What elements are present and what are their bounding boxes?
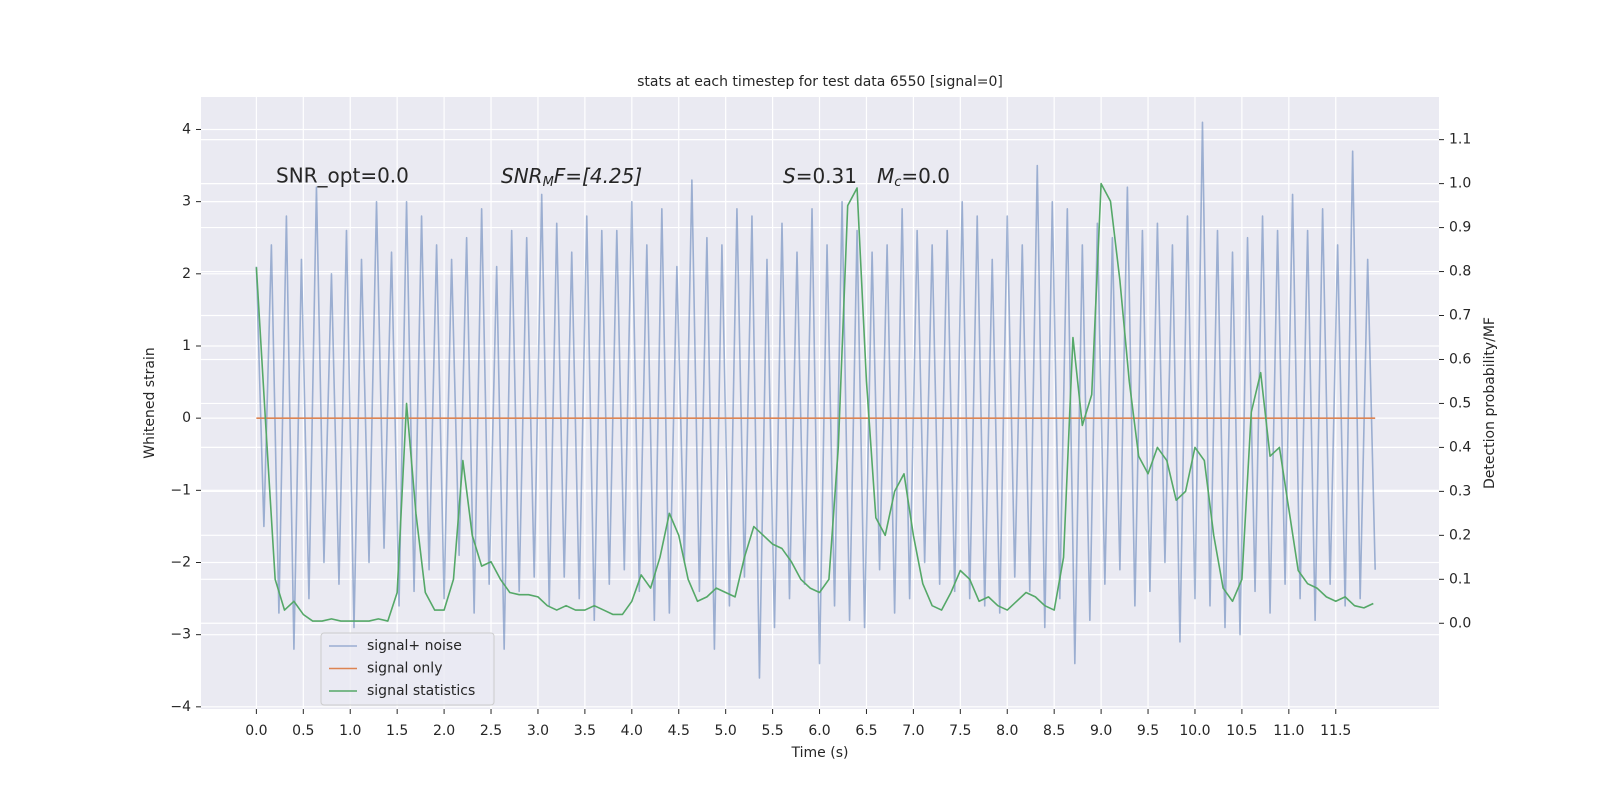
y2-tick-label: 0.0: [1449, 615, 1471, 631]
y-tick-label: −1: [170, 482, 191, 498]
x-tick-label: 3.5: [574, 723, 596, 739]
annotation-part: F=[4.25]: [554, 164, 642, 188]
y2-tick-label: 0.5: [1449, 395, 1471, 411]
annotation-part: SNR: [501, 164, 543, 188]
x-tick-label: 0.0: [245, 723, 267, 739]
annotation-part: M: [543, 175, 554, 190]
x-tick-label: 6.0: [808, 723, 830, 739]
y2-tick-label: 0.7: [1449, 308, 1471, 324]
axes: 0.0 0.5 1.0 1.5 2.0 2.5 3.0 3.5 4.0 4.5 5.0 5.5 6.0 6…: [170, 121, 1471, 739]
y-tick-label: 0: [182, 410, 191, 426]
x-tick-label: 0.5: [292, 723, 314, 739]
y-tick-label: 1: [182, 338, 191, 354]
y-tick-label: −4: [170, 699, 191, 715]
x-tick-label: 3.0: [527, 723, 549, 739]
x-tick-label: 10.5: [1226, 723, 1257, 739]
y2-tick-label: 1.0: [1449, 176, 1471, 192]
y2-tick-label: 0.8: [1449, 264, 1471, 280]
y2-tick-label: 0.4: [1449, 439, 1471, 455]
legend: signal+ noise signal only signal statistic…: [320, 632, 495, 706]
annotation: Mc=0.0: [877, 164, 950, 190]
annotation: SNRMF=[4.25]: [501, 164, 642, 190]
legend-label: signal only: [367, 661, 442, 677]
y2-tick-label: 0.1: [1449, 571, 1471, 587]
x-tick-label: 8.0: [996, 723, 1018, 739]
y2-tick-label: 1.1: [1449, 132, 1471, 148]
annotation: SNR_opt=0.0: [276, 164, 409, 188]
annotation-part: =0.31: [796, 164, 857, 188]
x-tick-label: 5.0: [715, 723, 737, 739]
x-tick-label: 2.0: [433, 723, 455, 739]
y2-tick-label: 0.2: [1449, 527, 1471, 543]
x-axis-label: Time (s): [791, 745, 849, 761]
annotation-part: =0.0: [901, 164, 950, 188]
series-line: [255, 121, 1376, 679]
annotation: S=0.31: [783, 164, 857, 188]
x-tick-label: 1.5: [386, 723, 408, 739]
annotation-part: c: [894, 175, 901, 190]
x-tick-label: 6.5: [855, 723, 877, 739]
y2-tick-label: 0.3: [1449, 483, 1471, 499]
y2-axis-label: Detection probability/MF: [1482, 317, 1498, 489]
legend-box: [320, 632, 495, 706]
y2-tick-label: 0.9: [1449, 220, 1471, 236]
x-tick-label: 1.0: [339, 723, 361, 739]
x-tick-label: 11.5: [1320, 723, 1351, 739]
x-tick-label: 5.5: [761, 723, 783, 739]
x-tick-label: 8.5: [1043, 723, 1065, 739]
y-tick-label: 4: [182, 121, 191, 137]
legend-label: signal+ noise: [367, 638, 462, 654]
y-tick-label: −2: [170, 554, 191, 570]
x-tick-label: 2.5: [480, 723, 502, 739]
x-tick-label: 9.5: [1137, 723, 1159, 739]
y-tick-label: 3: [182, 194, 191, 210]
annotation-part: S: [783, 164, 796, 188]
marks: [255, 121, 1376, 679]
y-tick-label: 2: [182, 266, 191, 282]
x-tick-label: 11.0: [1273, 723, 1304, 739]
y-tick-label: −3: [170, 627, 191, 643]
x-tick-label: 7.0: [902, 723, 924, 739]
x-tick-label: 10.0: [1179, 723, 1210, 739]
y2-tick-label: 0.6: [1449, 351, 1471, 367]
x-tick-label: 7.5: [949, 723, 971, 739]
chart-title: stats at each timestep for test data 655…: [637, 74, 1003, 90]
x-tick-label: 4.5: [668, 723, 690, 739]
x-tick-label: 4.0: [621, 723, 643, 739]
annotation-part: M: [877, 164, 894, 188]
legend-label: signal statistics: [367, 683, 475, 699]
x-tick-label: 9.0: [1090, 723, 1112, 739]
y-axis-label: Whitened strain: [142, 347, 158, 458]
series-line: [255, 182, 1374, 622]
